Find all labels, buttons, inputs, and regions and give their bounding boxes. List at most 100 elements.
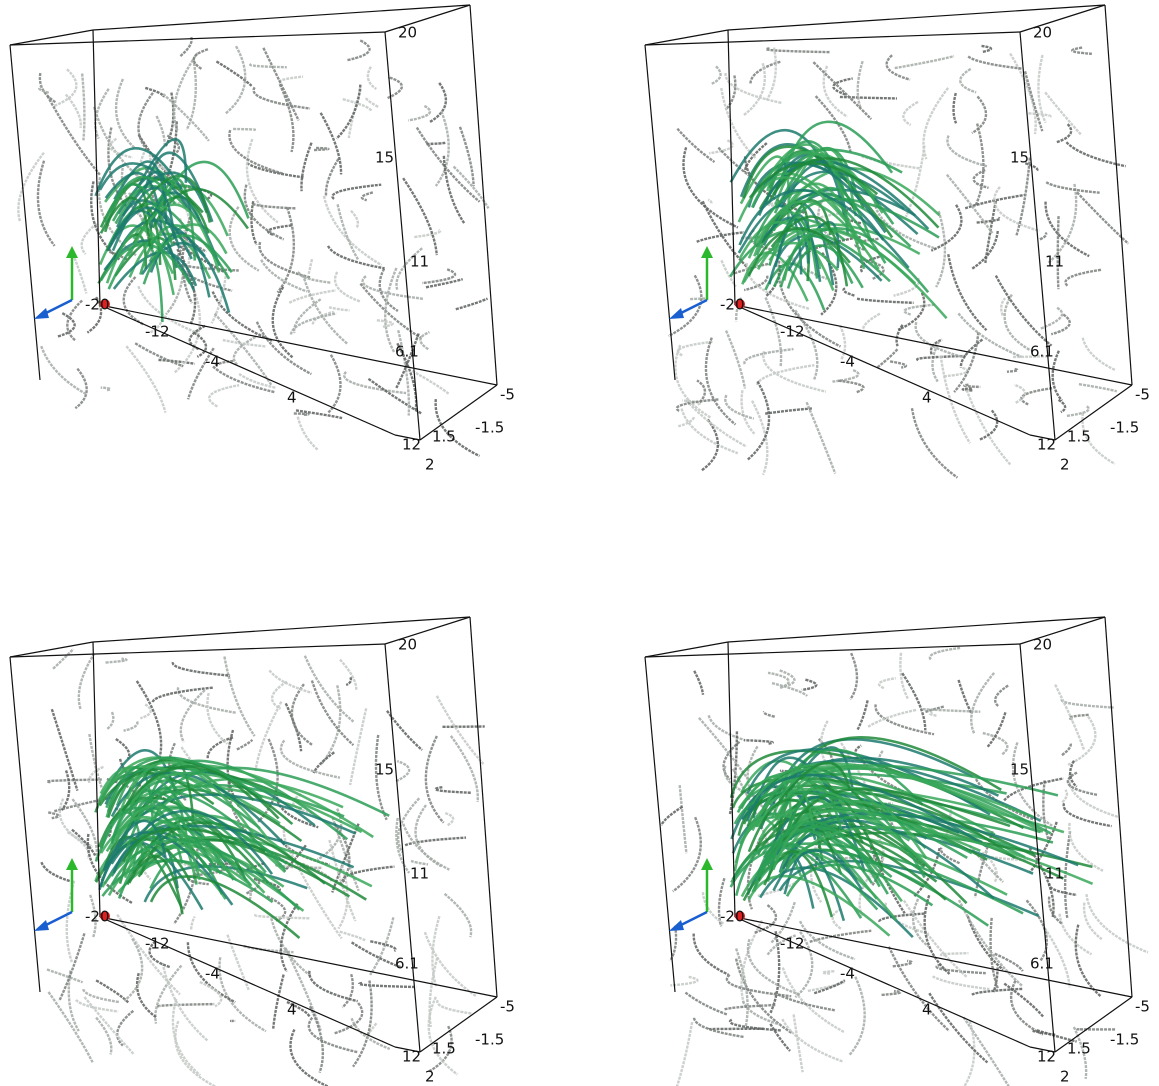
streamline [158,1004,214,1006]
streamline [879,678,896,688]
streamline [79,653,95,709]
streamline [857,299,914,303]
streamline [289,290,336,302]
streamline [1055,685,1084,750]
streamline [437,1000,472,1013]
streamline [690,299,706,300]
streamline [47,96,100,175]
streamline [974,170,989,188]
depth-tick-label: 2 [1060,456,1070,474]
streamline [954,332,978,392]
vertical-tick-label: 20 [1033,24,1052,42]
streamline [163,963,208,1041]
streamline [96,1018,111,1055]
streamline [1001,298,1005,315]
streamline [697,380,705,402]
vertical-tick-label: 6.1 [1030,343,1054,361]
streamline [868,710,916,727]
streamlines [18,36,488,456]
streamline [224,657,254,737]
streamline [877,349,897,368]
streamline [425,143,445,144]
streamline [48,992,93,1063]
streamline [403,178,437,255]
streamline [680,785,687,853]
streamline [1062,700,1114,708]
streamline [385,268,396,352]
streamline [1021,388,1052,404]
streamline [338,204,358,259]
vertical-tick-label: 1.5 [432,1040,456,1058]
streamline [233,129,255,130]
streamline [1053,351,1062,401]
streamline [930,713,937,716]
streamline [456,299,488,310]
streamline [807,402,836,473]
streamline [744,740,773,743]
streamline [260,242,310,277]
bounding-box-edge [1105,617,1132,997]
streamline [838,381,863,392]
vertical-tick-label: 1.5 [1067,1040,1091,1058]
streamline [900,653,908,699]
streamline [62,770,69,810]
vertical-tick-label: 11 [410,253,429,271]
streamline [903,102,918,125]
streamline [271,918,311,976]
depth-tick-label: 2 [425,1068,435,1086]
streamline [813,62,871,119]
streamline [961,340,983,368]
streamline [59,933,84,1000]
streamline [105,659,126,663]
streamline [850,653,857,699]
axis-triad-z-head [669,308,684,319]
streamline [943,368,967,377]
streamline [1064,803,1112,826]
streamline [981,46,991,52]
streamline [1007,369,1018,372]
vertical-tick-label: 1.5 [1067,428,1091,446]
streamline [960,69,976,92]
streamline [1013,742,1052,825]
streamline [971,673,994,734]
streamline [1043,780,1049,843]
streamline [858,700,868,729]
streamline [954,93,957,123]
streamline [245,185,284,240]
depth-tick-label: -1.5 [475,419,504,437]
streamline [994,187,1039,231]
streamline [298,417,318,450]
depth-tick-label: -5 [500,998,515,1016]
streamline [902,673,925,730]
streamline [294,413,309,414]
streamline [887,55,910,79]
streamline [744,349,793,364]
streamline [736,948,747,1028]
vertical-tick-label: 11 [410,865,429,883]
streamline [234,337,256,365]
streamline [948,254,986,330]
horizontal-tick-label: 4 [922,389,932,407]
streamline [1083,338,1116,371]
streamline [726,331,745,389]
streamline [445,894,472,937]
streamline [273,287,293,357]
streamline [706,338,736,425]
streamline [286,703,301,751]
vertical-tick-label: 6.1 [395,343,419,361]
streamline [743,63,764,115]
axis-triad-y-head [66,246,78,258]
depth-tick-label: -5 [1135,998,1150,1016]
streamline [117,1011,133,1046]
bounding-box-edge [470,617,497,997]
axis-triad-y-head [701,246,713,258]
bounding-box-edge [645,657,675,992]
streamline [237,740,253,750]
streamline [725,395,753,419]
axis-triad-z-head [669,920,684,931]
streamline [301,143,311,191]
streamline [251,201,256,245]
streamline [727,975,791,996]
streamline [116,739,129,759]
horizontal-tick-label: -12 [780,323,805,341]
